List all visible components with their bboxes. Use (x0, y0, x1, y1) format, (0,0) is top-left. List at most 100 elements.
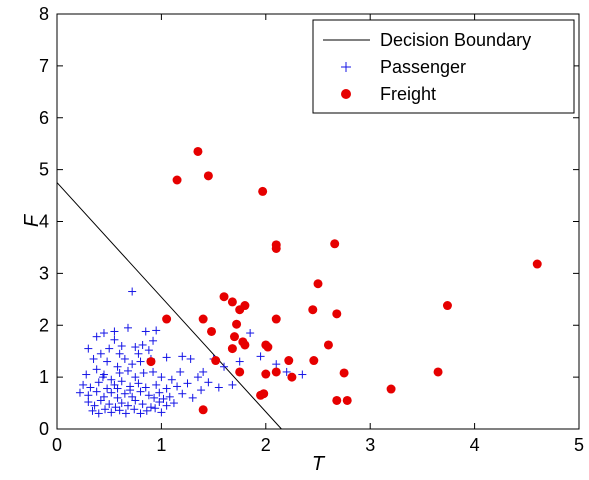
passenger-point (110, 335, 119, 344)
legend-label-boundary: Decision Boundary (380, 30, 531, 50)
freight-point (198, 314, 208, 324)
passenger-point (110, 327, 119, 336)
freight-point (235, 305, 245, 315)
freight-point (219, 292, 229, 302)
passenger-point (121, 409, 130, 418)
freight-point (271, 314, 281, 324)
legend: Decision Boundary Passenger Freight (312, 19, 575, 114)
passenger-point (155, 398, 164, 407)
passenger-point (136, 387, 145, 396)
freight-point (207, 326, 217, 336)
freight-point (198, 405, 208, 415)
x-tick-label: 4 (470, 435, 480, 455)
freight-point (309, 356, 319, 366)
passenger-point (157, 408, 166, 417)
freight-point (232, 319, 242, 329)
freight-point (284, 356, 294, 366)
passenger-point (162, 384, 171, 393)
y-tick-label: 2 (39, 315, 49, 335)
passenger-point (228, 380, 237, 389)
passenger-point (111, 403, 120, 412)
passenger-point (272, 360, 281, 369)
passenger-point (123, 366, 132, 375)
passenger-point (113, 362, 122, 371)
passenger-point (204, 378, 213, 387)
passenger-point (149, 367, 158, 376)
passenger-point (107, 375, 116, 384)
decision-boundary-line (56, 182, 282, 430)
passenger-point (123, 323, 132, 332)
legend-box (312, 19, 575, 114)
passenger-point (98, 373, 107, 382)
passenger-point (136, 409, 145, 418)
passenger-point (178, 389, 187, 398)
passenger-point (126, 386, 135, 395)
passenger-point (103, 357, 112, 366)
passenger-point (92, 332, 101, 341)
passenger-point (298, 370, 307, 379)
passenger-point (123, 401, 132, 410)
y-tick-label: 1 (39, 367, 49, 387)
freight-point (313, 279, 323, 289)
passenger-point (130, 405, 139, 414)
passenger-point (157, 373, 166, 382)
passenger-point (101, 405, 110, 414)
y-tick-label: 4 (39, 212, 49, 232)
freight-point (162, 314, 172, 324)
x-tick-label: 5 (574, 435, 584, 455)
passenger-point (94, 409, 103, 418)
passenger-point (186, 354, 195, 363)
passenger-point (138, 400, 147, 409)
passenger-point (107, 388, 116, 397)
freight-point (342, 395, 352, 405)
y-axis-label: F (21, 213, 43, 227)
passenger-point (117, 342, 126, 350)
passenger-point (88, 406, 97, 415)
passenger-point (183, 379, 192, 388)
passenger-point (107, 408, 116, 417)
passenger-point (173, 382, 182, 391)
freight-point (227, 297, 237, 307)
passenger-point (105, 344, 114, 353)
y-tick-label: 6 (39, 108, 49, 128)
passenger-point (152, 326, 161, 335)
freight-point (259, 389, 269, 399)
passenger-point (92, 387, 101, 396)
passenger-point (113, 393, 122, 402)
passenger-point (90, 401, 99, 410)
passenger-point (155, 388, 164, 397)
passenger-point (136, 357, 145, 366)
freight-point (172, 175, 182, 185)
passenger-point (105, 400, 114, 409)
freight-point (332, 395, 342, 405)
passenger-point (165, 392, 174, 401)
x-tick-label: 1 (156, 435, 166, 455)
passenger-point (144, 391, 153, 400)
passenger-point (120, 354, 129, 363)
passenger-point (115, 368, 124, 377)
passenger-point (138, 340, 147, 349)
freight-point (339, 368, 349, 378)
passenger-point (75, 388, 84, 397)
freight-point (229, 332, 239, 342)
passenger-point (159, 394, 168, 403)
y-tick-label: 8 (39, 4, 49, 24)
passenger-point (89, 354, 98, 363)
passenger-point (96, 349, 105, 358)
legend-label-passenger: Passenger (380, 57, 466, 77)
passenger-point (94, 378, 103, 387)
freight-point (146, 357, 156, 367)
freight-point (442, 301, 452, 311)
passenger-point (162, 401, 171, 410)
axis-ticks: 0 1 2 3 4 5 0 1 2 3 4 5 6 7 8 (39, 4, 584, 455)
passenger-point (134, 379, 143, 388)
freight-point (261, 369, 271, 379)
freight-point (330, 239, 340, 249)
freight-point (258, 186, 268, 196)
passenger-point (131, 343, 140, 352)
freight-point (240, 340, 250, 350)
freight-point (271, 367, 281, 377)
x-tick-label: 3 (365, 435, 375, 455)
freight-point (287, 372, 297, 382)
